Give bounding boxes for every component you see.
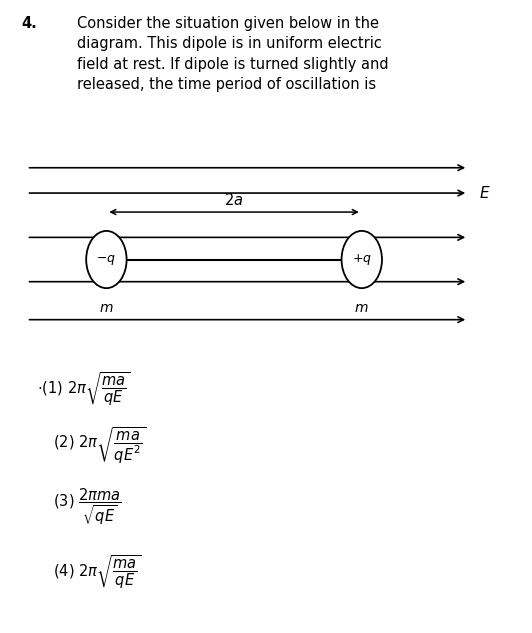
Ellipse shape xyxy=(86,231,127,288)
Text: $(3)\ \dfrac{2\pi ma}{\sqrt{qE}}$: $(3)\ \dfrac{2\pi ma}{\sqrt{qE}}$ xyxy=(53,486,122,527)
Text: $m$: $m$ xyxy=(354,301,369,315)
Text: $E$: $E$ xyxy=(479,185,491,201)
Text: $\cdot(1)\ 2\pi\sqrt{\dfrac{ma}{qE}}$: $\cdot(1)\ 2\pi\sqrt{\dfrac{ma}{qE}}$ xyxy=(37,371,130,408)
Text: $-q$: $-q$ xyxy=(96,253,117,266)
Ellipse shape xyxy=(342,231,382,288)
Text: $(2)\ 2\pi\sqrt{\dfrac{ma}{qE^2}}$: $(2)\ 2\pi\sqrt{\dfrac{ma}{qE^2}}$ xyxy=(53,426,146,467)
Text: $(4)\ 2\pi\sqrt{\dfrac{ma}{qE}}$: $(4)\ 2\pi\sqrt{\dfrac{ma}{qE}}$ xyxy=(53,555,142,591)
Text: $2a$: $2a$ xyxy=(225,192,244,208)
Text: $m$: $m$ xyxy=(99,301,114,315)
Text: 4.: 4. xyxy=(21,16,37,31)
Text: Consider the situation given below in the
diagram. This dipole is in uniform ele: Consider the situation given below in th… xyxy=(77,16,389,92)
Text: $+q$: $+q$ xyxy=(352,252,372,267)
